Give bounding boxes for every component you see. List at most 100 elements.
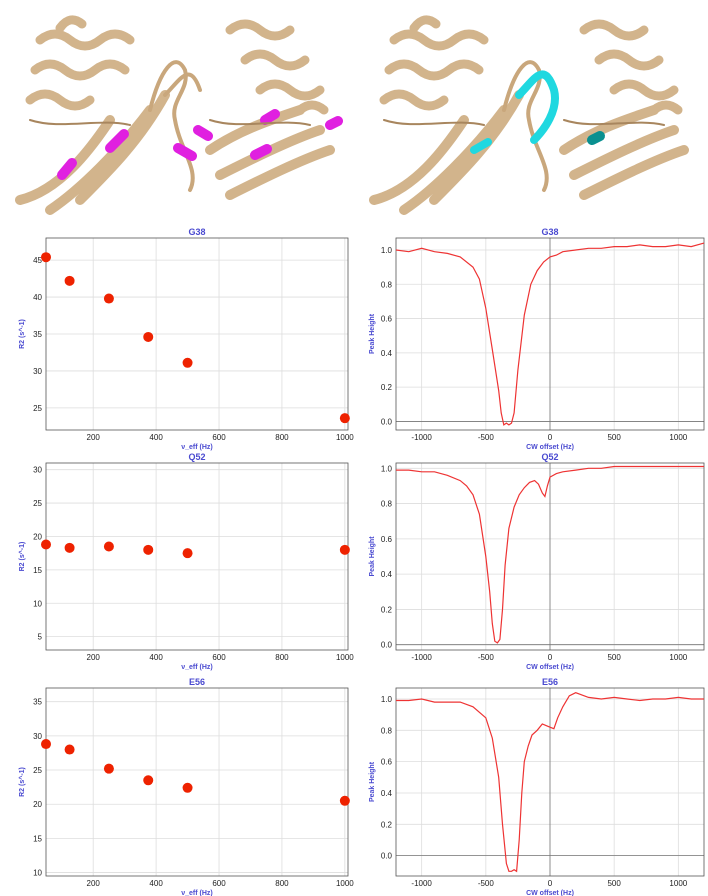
data-point bbox=[143, 544, 154, 555]
x-tick-label: 800 bbox=[275, 879, 289, 888]
x-tick-label: 400 bbox=[149, 653, 163, 662]
plot-frame bbox=[45, 462, 349, 651]
y-tick-label: 0.6 bbox=[381, 758, 393, 767]
y-tick-label: 0.8 bbox=[381, 500, 393, 509]
chart-title: E56 bbox=[189, 677, 205, 687]
x-axis-label: ν_eff (Hz) bbox=[181, 444, 213, 451]
plot-frame bbox=[395, 687, 705, 877]
y-tick-label: 0.4 bbox=[381, 349, 393, 358]
plot-frame bbox=[45, 237, 349, 431]
ribbon-helix-b bbox=[579, 19, 683, 115]
x-tick-label: 200 bbox=[87, 879, 101, 888]
y-tick-label: 0.4 bbox=[381, 789, 393, 798]
y-tick-label: 35 bbox=[33, 330, 42, 339]
y-tick-label: 25 bbox=[33, 499, 42, 508]
y-tick-label: 30 bbox=[33, 732, 42, 741]
data-point bbox=[339, 413, 350, 424]
ribbon-helix-a bbox=[25, 15, 135, 111]
x-tick-label: 800 bbox=[275, 433, 289, 442]
data-point bbox=[143, 331, 154, 342]
y-tick-label: 0.4 bbox=[381, 570, 393, 579]
chart-4: -1000 -500 0 500 1000 0.0 0.2 0.4 0.6 0.8 1.0 Q52 CW… bbox=[369, 452, 705, 671]
x-tick-label: 200 bbox=[87, 433, 101, 442]
x-axis-label: CW offset (Hz) bbox=[526, 664, 574, 671]
x-tick-label: 600 bbox=[212, 879, 226, 888]
plot-frame bbox=[45, 687, 349, 877]
y-axis-label: R2 (s^-1) bbox=[18, 542, 26, 572]
series-line bbox=[396, 692, 704, 873]
chart-title: E56 bbox=[542, 677, 558, 687]
chart-title: Q52 bbox=[188, 452, 205, 462]
y-tick-label: 35 bbox=[33, 698, 42, 707]
chart-title: G38 bbox=[541, 227, 558, 237]
x-tick-label: 1000 bbox=[669, 433, 687, 442]
x-tick-label: 800 bbox=[275, 653, 289, 662]
y-tick-label: 30 bbox=[33, 466, 42, 475]
x-axis-label: ν_eff (Hz) bbox=[181, 664, 213, 671]
data-point bbox=[41, 252, 51, 263]
data-point bbox=[64, 744, 75, 755]
data-point bbox=[182, 357, 193, 368]
x-tick-label: 0 bbox=[548, 653, 553, 662]
x-tick-label: 0 bbox=[548, 433, 553, 442]
highlight-segments-right bbox=[470, 70, 559, 154]
y-tick-label: 30 bbox=[33, 367, 42, 376]
data-point bbox=[41, 539, 51, 550]
chart-title: Q52 bbox=[541, 452, 558, 462]
ribbon-loops bbox=[148, 60, 202, 192]
chart-5: 200 400 600 800 1000 10 15 20 25 30 35 E56 ν_eff (Hz… bbox=[18, 677, 354, 896]
y-axis-label: R2 (s^-1) bbox=[18, 767, 26, 797]
y-tick-label: 15 bbox=[33, 834, 42, 843]
y-tick-label: 1.0 bbox=[381, 695, 393, 704]
y-tick-label: 20 bbox=[33, 532, 42, 541]
plot-frame bbox=[395, 237, 705, 431]
highlight-segments-left bbox=[57, 109, 343, 180]
plot-frame bbox=[395, 462, 705, 651]
data-point bbox=[143, 775, 154, 786]
x-tick-label: 1000 bbox=[336, 433, 354, 442]
chart-title: G38 bbox=[188, 227, 205, 237]
x-axis-label: ν_eff (Hz) bbox=[181, 890, 213, 896]
protein-structure-left bbox=[15, 15, 343, 215]
x-tick-label: 0 bbox=[548, 879, 553, 888]
x-tick-label: 600 bbox=[212, 433, 226, 442]
y-tick-label: 0.2 bbox=[381, 820, 393, 829]
y-tick-label: 10 bbox=[33, 599, 42, 608]
x-tick-label: 1000 bbox=[669, 653, 687, 662]
data-point bbox=[182, 782, 193, 793]
series-line bbox=[396, 465, 704, 644]
ribbon-helix-a bbox=[379, 15, 489, 111]
chart-6: -1000 -500 0 500 1000 0.0 0.2 0.4 0.6 0.8 1.0 E56 CW… bbox=[369, 677, 705, 896]
data-point bbox=[41, 739, 51, 750]
data-point bbox=[64, 542, 75, 553]
y-tick-label: 45 bbox=[33, 256, 42, 265]
y-tick-label: 0.8 bbox=[381, 280, 393, 289]
chart-3: 200 400 600 800 1000 5 10 15 20 25 30 Q52 ν_eff (Hz)… bbox=[18, 452, 354, 671]
y-tick-label: 0.0 bbox=[381, 641, 393, 650]
y-tick-label: 0.2 bbox=[381, 605, 393, 614]
y-tick-label: 1.0 bbox=[381, 464, 393, 473]
x-tick-label: 1000 bbox=[336, 653, 354, 662]
ribbon-helix-b bbox=[225, 19, 329, 115]
x-tick-label: -500 bbox=[478, 879, 495, 888]
y-tick-label: 10 bbox=[33, 869, 42, 878]
x-tick-label: -1000 bbox=[411, 653, 432, 662]
y-axis-label: R2 (s^-1) bbox=[18, 319, 26, 349]
y-tick-label: 0.0 bbox=[381, 417, 393, 426]
y-tick-label: 0.0 bbox=[381, 852, 393, 861]
ribbon-shadow bbox=[29, 119, 311, 126]
x-tick-label: 400 bbox=[149, 879, 163, 888]
x-tick-label: -500 bbox=[478, 433, 495, 442]
x-tick-label: -500 bbox=[478, 653, 495, 662]
data-point bbox=[339, 544, 350, 555]
y-tick-label: 0.2 bbox=[381, 383, 393, 392]
ribbon-loops bbox=[502, 60, 549, 192]
ribbon-sheet-b bbox=[559, 105, 689, 200]
y-axis-label: Peak Height bbox=[369, 313, 376, 354]
y-axis-label: Peak Height bbox=[369, 761, 376, 802]
x-tick-label: 200 bbox=[87, 653, 101, 662]
data-point bbox=[182, 548, 193, 559]
data-point bbox=[64, 275, 75, 286]
x-tick-label: 500 bbox=[607, 653, 621, 662]
